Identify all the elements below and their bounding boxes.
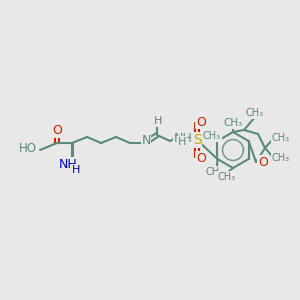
Text: CH₃: CH₃ xyxy=(272,133,290,143)
Text: N: N xyxy=(141,134,151,146)
Text: H: H xyxy=(178,137,186,147)
Text: O: O xyxy=(258,155,268,169)
Text: H: H xyxy=(154,116,162,126)
Text: S: S xyxy=(193,133,201,147)
Text: CH₃: CH₃ xyxy=(246,108,264,118)
Text: CH₃: CH₃ xyxy=(206,167,224,177)
Text: NH: NH xyxy=(58,158,77,170)
Text: CH₃: CH₃ xyxy=(224,118,243,128)
Text: O: O xyxy=(196,152,206,164)
Text: O: O xyxy=(52,124,62,137)
Text: HO: HO xyxy=(19,142,37,155)
Text: CH₃: CH₃ xyxy=(203,131,221,141)
Text: O: O xyxy=(196,116,206,128)
Text: CH₃: CH₃ xyxy=(218,172,236,182)
Text: H: H xyxy=(72,165,80,175)
Text: NH: NH xyxy=(174,133,193,146)
Text: CH₃: CH₃ xyxy=(272,153,290,163)
